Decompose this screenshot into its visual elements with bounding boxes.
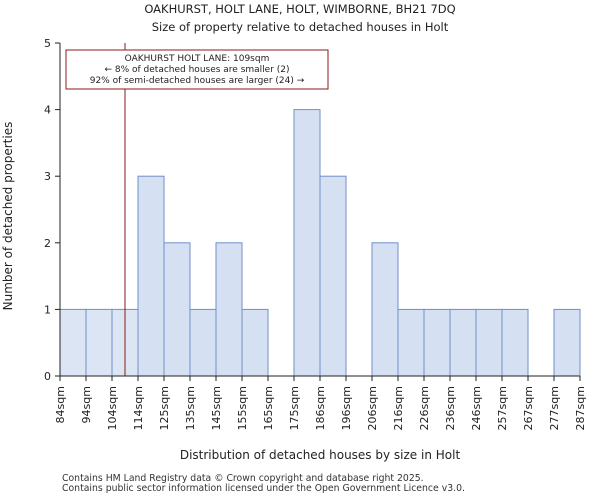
x-tick-label: 104sqm — [106, 386, 119, 430]
y-tick-label: 5 — [44, 37, 51, 50]
bar-125sqm — [163, 242, 191, 377]
x-tick-label: 216sqm — [392, 386, 405, 430]
bar-277sqm — [553, 308, 581, 377]
y-tick-label: 3 — [44, 170, 51, 183]
x-tick-label: 175sqm — [288, 386, 301, 430]
footer-copyright-line: Contains HM Land Registry data © Crown c… — [62, 473, 424, 484]
chart-title: OAKHURST, HOLT LANE, HOLT, WIMBORNE, BH2… — [144, 2, 455, 16]
annotation-line-2: ← 8% of detached houses are smaller (2) — [104, 65, 289, 75]
x-axis-label: Distribution of detached houses by size … — [180, 448, 461, 462]
footer-licence-line: Contains public sector information licen… — [62, 483, 465, 494]
bar-236sqm — [449, 308, 477, 377]
x-tick-label: 84sqm — [54, 386, 67, 423]
x-tick-label: 226sqm — [418, 386, 431, 430]
y-tick-label: 0 — [44, 370, 51, 383]
x-tick-label: 246sqm — [470, 386, 483, 430]
annotation-box: OAKHURST HOLT LANE: 109sqm ← 8% of detac… — [65, 49, 329, 90]
annotation-border — [65, 49, 329, 90]
bar-155sqm — [241, 308, 269, 377]
y-axis-label: Number of detached properties — [1, 122, 15, 311]
y-tick-label: 2 — [44, 237, 51, 250]
bar-216sqm — [397, 308, 425, 377]
bar-246sqm — [475, 308, 503, 377]
x-ticks: 84sqm 94sqm 104sqm 114sqm 125sqm 135sqm 145sqm… — [54, 376, 587, 430]
bar-135sqm — [189, 308, 217, 377]
x-tick-label: 267sqm — [522, 386, 535, 430]
x-tick-label: 135sqm — [184, 386, 197, 430]
bars-group — [59, 109, 581, 377]
bar-257sqm — [501, 308, 529, 377]
annotation-line-3: 92% of semi-detached houses are larger (… — [90, 76, 305, 86]
y-tick-label: 1 — [44, 303, 51, 316]
bar-175sqm — [293, 109, 321, 377]
x-tick-label: 236sqm — [444, 386, 457, 430]
bar-145sqm — [215, 242, 243, 377]
x-tick-label: 287sqm — [574, 386, 587, 430]
annotation-line-1: OAKHURST HOLT LANE: 109sqm — [125, 54, 270, 64]
bar-114sqm — [137, 175, 165, 377]
x-tick-label: 125sqm — [158, 386, 171, 430]
x-tick-label: 114sqm — [132, 386, 145, 430]
x-tick-label: 165sqm — [262, 386, 275, 430]
bar-84sqm — [59, 308, 87, 377]
bar-94sqm — [85, 308, 113, 377]
x-tick-label: 277sqm — [548, 386, 561, 430]
bar-206sqm — [371, 242, 399, 377]
x-tick-label: 257sqm — [496, 386, 509, 430]
x-tick-label: 186sqm — [314, 386, 327, 430]
x-tick-label: 155sqm — [236, 386, 249, 430]
bar-186sqm — [319, 175, 347, 377]
x-tick-label: 145sqm — [210, 386, 223, 430]
x-tick-label: 196sqm — [340, 386, 353, 430]
y-tick-label: 4 — [44, 104, 51, 117]
y-ticks: 0 1 2 3 4 5 — [44, 37, 60, 383]
x-tick-label: 206sqm — [366, 386, 379, 430]
chart-subtitle: Size of property relative to detached ho… — [152, 20, 449, 34]
x-tick-label: 94sqm — [80, 386, 93, 423]
bar-226sqm — [423, 308, 451, 377]
